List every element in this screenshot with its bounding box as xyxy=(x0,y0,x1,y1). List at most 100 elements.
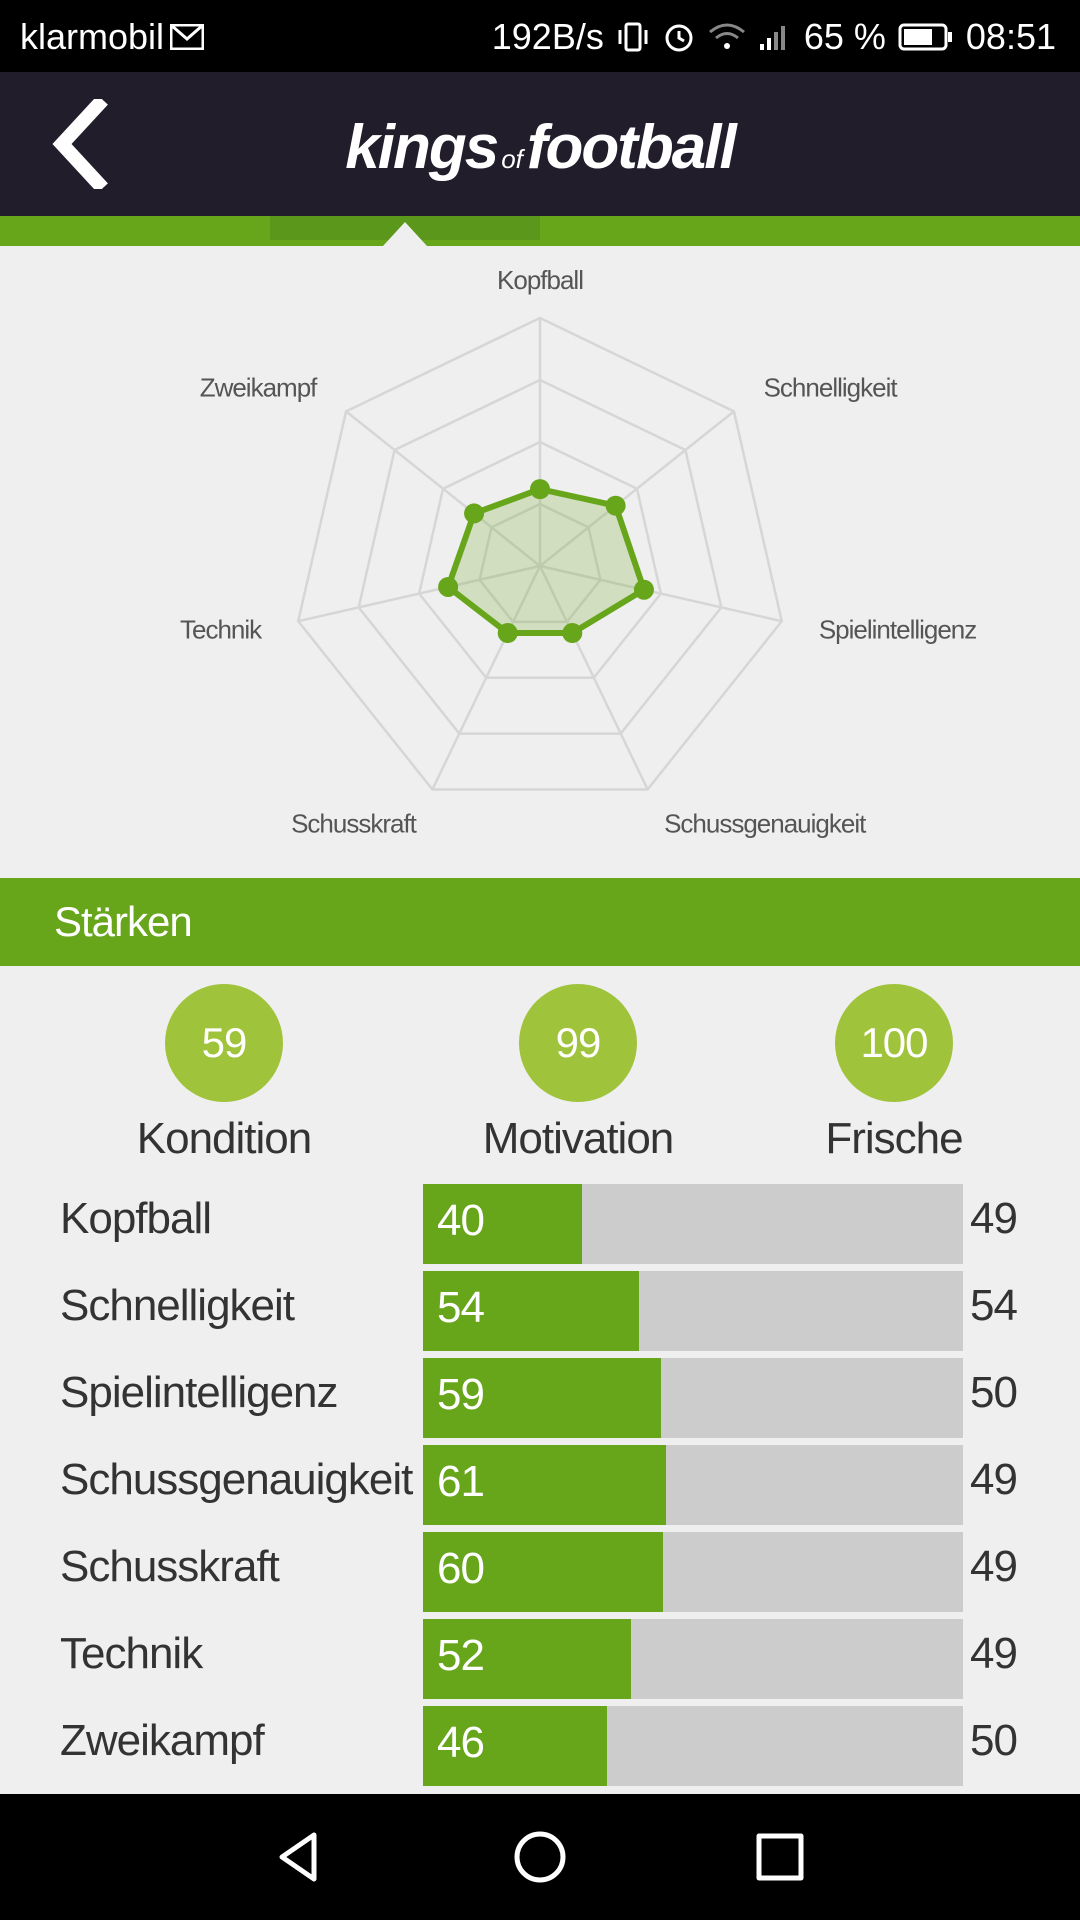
tab-4[interactable] xyxy=(810,216,1080,240)
skill-row: Schnelligkeit 54 54 xyxy=(0,1271,1080,1358)
radar-spoke xyxy=(297,564,541,623)
radar-point xyxy=(438,576,459,597)
skill-bar: 61 xyxy=(423,1445,963,1525)
skill-value: 52 xyxy=(437,1631,485,1680)
system-nav-bar xyxy=(0,1794,1080,1920)
radar-axis-label: Kopfball xyxy=(497,265,583,295)
section-title: Stärken xyxy=(0,878,1080,966)
stat-circles: 59 Kondition 99 Motivation 100 Frische xyxy=(0,966,1080,1170)
skill-name: Schnelligkeit xyxy=(60,1281,295,1330)
triangle-back-icon xyxy=(279,1832,317,1882)
skill-value: 61 xyxy=(437,1457,485,1506)
skill-row: Spielintelligenz 59 50 xyxy=(0,1358,1080,1445)
radar-point xyxy=(530,479,550,500)
skill-compare-value: 50 xyxy=(970,1716,1018,1765)
radar-point xyxy=(605,495,626,516)
chevron-left-icon xyxy=(52,99,108,189)
logo-kings: kings xyxy=(345,113,499,182)
radar-point xyxy=(497,623,518,644)
skill-bar: 60 xyxy=(423,1532,963,1612)
skill-name: Technik xyxy=(60,1629,203,1678)
skill-name: Zweikampf xyxy=(60,1716,265,1765)
square-recents-icon xyxy=(756,1833,804,1881)
tab-3[interactable] xyxy=(540,216,810,240)
alarm-icon xyxy=(662,20,696,54)
app-logo: kings offootball xyxy=(0,112,1080,183)
skill-fill xyxy=(423,1445,666,1525)
radar-ring xyxy=(357,378,723,735)
logo-football: football xyxy=(526,113,737,182)
skill-row: Technik 52 49 xyxy=(0,1619,1080,1706)
skill-compare-value: 54 xyxy=(970,1281,1018,1330)
skill-fill xyxy=(423,1271,639,1351)
radar-spoke xyxy=(539,564,783,623)
skill-name: Schussgenauigkeit xyxy=(60,1455,413,1504)
skill-row: Schussgenauigkeit 61 49 xyxy=(0,1445,1080,1532)
skill-value: 46 xyxy=(437,1718,485,1767)
radar-series-area xyxy=(445,486,647,637)
skill-value: 60 xyxy=(437,1544,485,1593)
status-right: 192B/s 65 % 08:51 xyxy=(492,16,1056,58)
skill-fill xyxy=(423,1706,607,1786)
circle-home-icon xyxy=(514,1831,566,1883)
radar-chart: Kopfball Schnelligkeit Spielintelligenz Sch… xyxy=(0,246,1080,878)
skill-value: 40 xyxy=(437,1196,485,1245)
carrier-name: klarmobil xyxy=(20,16,165,57)
skill-fill xyxy=(423,1532,664,1612)
radar-spoke xyxy=(539,410,735,567)
radar-svg: Kopfball Schnelligkeit Spielintelligenz Sch… xyxy=(180,265,977,839)
skill-name: Kopfball xyxy=(60,1194,212,1243)
radar-point xyxy=(464,503,485,524)
stat-label-kondition: Kondition xyxy=(136,1114,312,1163)
mail-icon xyxy=(170,24,205,50)
app-header: kings offootball xyxy=(0,72,1080,216)
nav-recents-button[interactable] xyxy=(745,1822,815,1892)
stat-label-motivation: Motivation xyxy=(482,1114,675,1163)
skill-compare-value: 49 xyxy=(970,1455,1018,1504)
nav-back-button[interactable] xyxy=(265,1822,335,1892)
skill-value: 54 xyxy=(437,1283,485,1332)
skill-value: 59 xyxy=(437,1370,485,1419)
back-button[interactable] xyxy=(30,94,130,194)
radar-ring xyxy=(478,502,602,624)
status-left: klarmobil xyxy=(20,16,205,58)
radar-axis-label: Zweikampf xyxy=(200,373,318,403)
radar-point xyxy=(633,579,654,600)
skill-fill xyxy=(423,1358,661,1438)
logo-of: of xyxy=(501,144,523,174)
net-speed: 192B/s xyxy=(491,16,604,57)
skill-bar: 40 xyxy=(423,1184,963,1264)
skill-compare-value: 50 xyxy=(970,1368,1018,1417)
radar-axis-label: Technik xyxy=(180,615,263,645)
skill-name: Schusskraft xyxy=(60,1542,280,1591)
skill-bar: 46 xyxy=(423,1706,963,1786)
stat-circle-motivation: 99 xyxy=(519,984,637,1102)
radar-axis-label: Spielintelligenz xyxy=(819,615,976,645)
radar-ring xyxy=(296,316,784,791)
signal-icon xyxy=(758,22,792,52)
status-bar: klarmobil 192B/s 65 % 08:51 xyxy=(0,0,1080,72)
radar-axis-label: Schussgenauigkeit xyxy=(664,809,867,839)
skill-row: Schusskraft 60 49 xyxy=(0,1532,1080,1619)
skill-bar: 54 xyxy=(423,1271,963,1351)
tab-1[interactable] xyxy=(0,216,270,240)
skill-fill xyxy=(423,1619,631,1699)
radar-ring xyxy=(417,440,663,679)
radar-spoke xyxy=(431,565,542,790)
radar-spoke xyxy=(345,410,541,567)
wifi-icon xyxy=(708,22,746,52)
skill-list: Kopfball 40 49 Schnelligkeit 54 54 Spiel… xyxy=(0,1184,1080,1793)
tab-strip xyxy=(0,216,1080,246)
battery-percent: 65 % xyxy=(803,16,886,57)
tab-indicator xyxy=(383,222,427,246)
stat-circle-frische: 100 xyxy=(835,984,953,1102)
radar-spoke xyxy=(538,565,649,790)
skill-row: Kopfball 40 49 xyxy=(0,1184,1080,1271)
skill-compare-value: 49 xyxy=(970,1194,1018,1243)
skill-compare-value: 49 xyxy=(970,1629,1018,1678)
skill-compare-value: 49 xyxy=(970,1542,1018,1591)
stat-circle-kondition: 59 xyxy=(165,984,283,1102)
nav-home-button[interactable] xyxy=(505,1822,575,1892)
stat-label-frische: Frische xyxy=(825,1114,963,1163)
skill-bar: 59 xyxy=(423,1358,963,1438)
